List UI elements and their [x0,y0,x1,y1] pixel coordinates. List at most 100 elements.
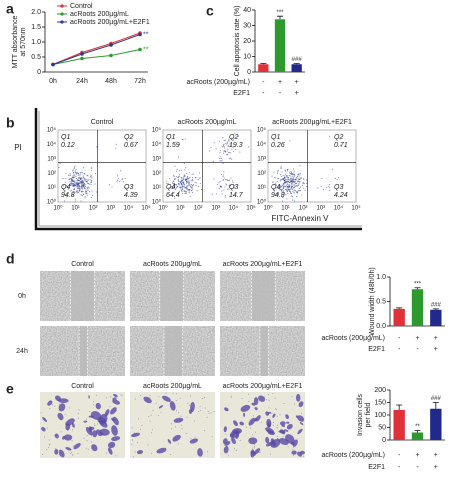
event-dot [286,176,288,178]
event-dot [82,183,84,185]
event-dot [296,192,298,194]
y-axis-label: Wound width (48h/0h) [369,267,376,335]
membrane-pore [115,455,117,457]
event-dot [79,189,81,191]
event-dot [71,176,73,178]
membrane-pore [149,420,151,422]
row-label: 0h [18,293,26,300]
event-dot [73,168,75,170]
event-dot [277,178,279,180]
membrane-pore [269,453,271,455]
event-dot [228,185,230,187]
event-dot [212,160,214,162]
event-dot [81,190,83,192]
event-dot [65,194,67,197]
event-dot [290,192,292,194]
event-dot [70,184,72,186]
event-dot [295,178,298,180]
event-dot [224,150,226,152]
event-dot [279,180,281,182]
event-dot [73,190,75,192]
event-dot [178,180,180,183]
event-dot [275,193,277,195]
invading-cell [158,405,163,409]
event-dot [299,181,301,183]
event-dot [232,146,234,148]
invading-cell [88,426,93,433]
membrane-pore [246,426,248,428]
event-dot [123,181,125,183]
invading-cell [111,436,121,442]
flow-y-tick-label: 10³ [257,156,266,162]
event-dot [166,182,168,185]
event-dot [298,190,300,192]
membrane-pore [160,411,162,413]
event-dot [295,185,297,187]
event-dot [230,145,232,147]
event-dot [185,191,187,193]
event-dot [272,189,274,191]
event-dot [83,176,85,179]
event-dot [280,174,282,176]
event-dot [82,182,84,184]
event-dot [306,179,308,181]
membrane-pore [94,423,95,425]
event-dot [178,176,180,178]
event-dot [213,178,215,180]
event-dot [115,143,117,145]
event-dot [289,188,291,190]
event-dot [83,167,85,169]
event-dot [286,187,288,189]
membrane-pore [271,412,273,414]
event-dot [74,198,76,200]
invading-cell [88,395,90,399]
invading-cell [73,443,81,450]
invading-cell [285,414,289,419]
event-dot [322,188,325,191]
panel-letter: c [206,3,214,19]
event-dot [73,188,75,191]
invading-cell [297,428,303,435]
membrane-pore [268,407,270,409]
membrane-pore [44,436,45,438]
event-dot [77,178,79,180]
invading-cell [111,425,118,436]
event-dot [290,192,292,194]
membrane-pore [157,415,159,417]
event-dot [219,186,222,188]
membrane-pore [175,426,176,428]
membrane-pore [83,437,85,439]
event-dot [177,156,180,158]
invading-cell [108,447,113,455]
event-dot [223,140,225,142]
event-dot [281,175,283,178]
flow-y-tick-label: 10⁰ [152,199,162,206]
event-dot [276,192,278,194]
event-dot [91,179,93,181]
event-dot [78,177,80,179]
event-dot [81,195,83,197]
quadrant-value: 19.3 [229,142,243,149]
membrane-pore [46,449,48,451]
significance-label: ### [292,57,303,63]
event-dot [283,194,285,196]
event-dot [285,185,287,187]
event-dot [121,178,124,180]
event-dot [69,190,71,192]
event-dot [88,187,90,189]
flow-x-tick-label: 10⁰ [53,205,63,212]
series-point [80,56,84,61]
condition-sign: + [434,452,438,459]
invading-cell [258,395,266,402]
event-dot [175,175,177,178]
event-dot [297,177,299,179]
event-dot [210,147,212,149]
membrane-pore [200,409,202,411]
event-dot [234,185,236,187]
event-dot [73,176,76,178]
flow-x-label: FITC-Annexin V [272,214,330,223]
event-dot [294,182,296,184]
membrane-pore [151,432,152,434]
event-dot [182,139,184,141]
membrane-pore [275,408,277,410]
